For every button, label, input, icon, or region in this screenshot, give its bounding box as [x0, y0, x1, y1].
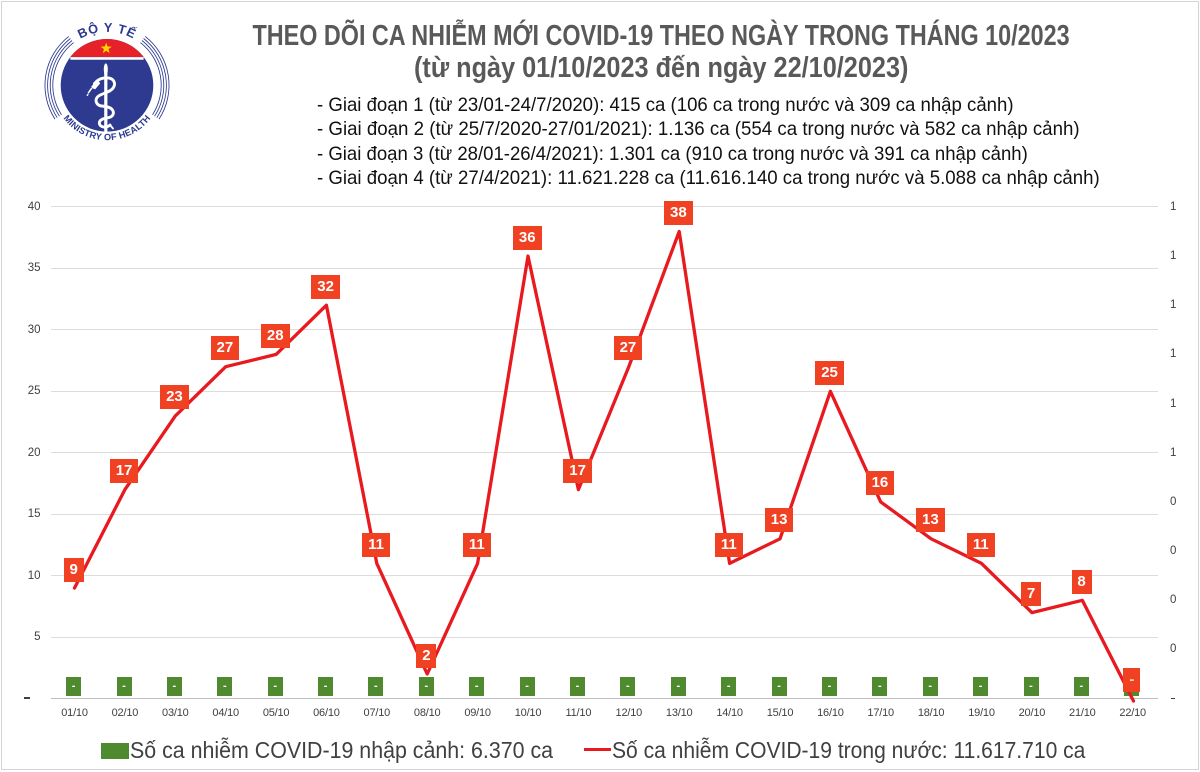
svg-text:BỘ Y TẾ: BỘ Y TẾ [75, 20, 139, 42]
